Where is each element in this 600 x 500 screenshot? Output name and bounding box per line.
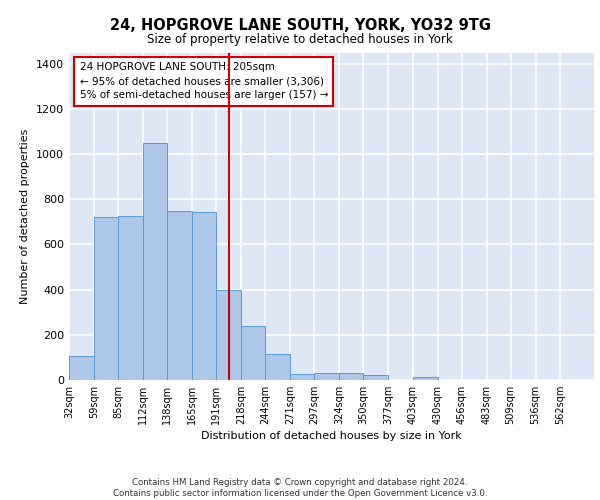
Bar bbox=[69, 356, 94, 380]
Bar bbox=[241, 326, 265, 380]
Text: 24, HOPGROVE LANE SOUTH, YORK, YO32 9TG: 24, HOPGROVE LANE SOUTH, YORK, YO32 9TG bbox=[110, 18, 491, 32]
Bar bbox=[216, 290, 241, 380]
Bar bbox=[167, 211, 192, 380]
Bar bbox=[192, 212, 216, 380]
Bar bbox=[143, 143, 167, 380]
X-axis label: Distribution of detached houses by size in York: Distribution of detached houses by size … bbox=[201, 431, 462, 441]
Bar bbox=[413, 377, 437, 380]
Bar bbox=[314, 373, 340, 380]
Y-axis label: Number of detached properties: Number of detached properties bbox=[20, 128, 31, 304]
Bar bbox=[340, 373, 364, 380]
Text: 24 HOPGROVE LANE SOUTH: 205sqm
← 95% of detached houses are smaller (3,306)
5% o: 24 HOPGROVE LANE SOUTH: 205sqm ← 95% of … bbox=[79, 62, 328, 100]
Bar bbox=[265, 354, 290, 380]
Bar bbox=[94, 217, 118, 380]
Text: Size of property relative to detached houses in York: Size of property relative to detached ho… bbox=[147, 32, 453, 46]
Text: Contains HM Land Registry data © Crown copyright and database right 2024.
Contai: Contains HM Land Registry data © Crown c… bbox=[113, 478, 487, 498]
Bar bbox=[118, 216, 143, 380]
Bar bbox=[364, 375, 388, 380]
Bar bbox=[290, 374, 314, 380]
